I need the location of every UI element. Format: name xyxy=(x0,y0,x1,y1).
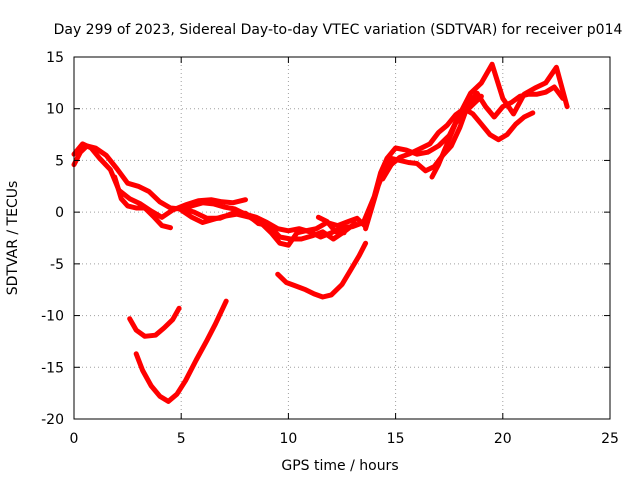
series-line-11 xyxy=(133,298,229,404)
series-line-5 xyxy=(178,205,358,242)
series-line-9 xyxy=(429,93,484,180)
series-line-10 xyxy=(127,305,182,339)
y-tick-label: 5 xyxy=(55,153,64,169)
y-axis-label: SDTVAR / TECUs xyxy=(5,181,21,296)
y-tick-label: 15 xyxy=(46,50,64,66)
x-tick-label: 0 xyxy=(70,431,79,447)
x-tick-label: 25 xyxy=(601,431,619,447)
y-tick-label: 10 xyxy=(46,102,64,118)
x-axis-label: GPS time / hours xyxy=(281,458,398,474)
series-line-7 xyxy=(363,84,566,232)
grid xyxy=(74,57,610,419)
series-line-12 xyxy=(275,240,369,300)
series-line-8 xyxy=(380,106,536,182)
plot-frame xyxy=(73,56,611,420)
y-tick-label: -20 xyxy=(41,412,64,428)
y-tick-label: 0 xyxy=(55,205,64,221)
y-tick-label: -5 xyxy=(50,257,64,273)
y-tick-label: -10 xyxy=(41,309,64,325)
x-tick-label: 15 xyxy=(387,431,405,447)
series-layer xyxy=(71,61,570,404)
y-tick-label: -15 xyxy=(41,360,64,376)
series-line-6 xyxy=(315,214,347,236)
x-tick-label: 5 xyxy=(177,431,186,447)
x-tick-label: 10 xyxy=(279,431,297,447)
chart-title: Day 299 of 2023, Sidereal Day-to-day VTE… xyxy=(54,22,623,38)
series-line-3 xyxy=(112,174,173,231)
x-tick-label: 20 xyxy=(494,431,512,447)
ticks: 0 5 10 15 20 25 -20 -15 -10 -5 0 5 10 15 xyxy=(41,50,619,447)
series-line-1 xyxy=(71,61,570,240)
